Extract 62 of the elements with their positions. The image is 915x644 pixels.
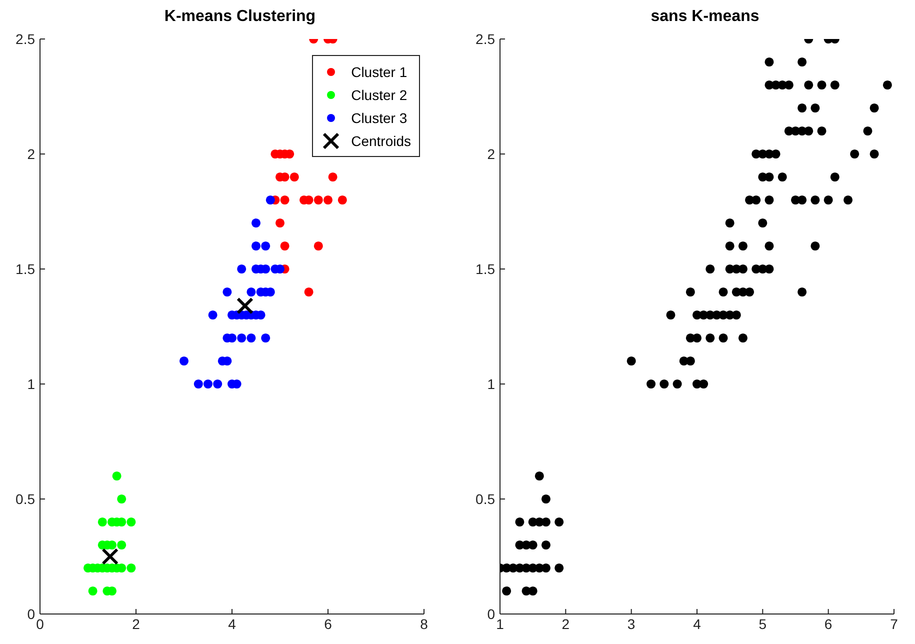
point [126,517,136,527]
point [208,310,218,320]
y-tick-label: 1 [27,376,36,392]
y-tick-label: 1 [487,376,496,392]
chart-title: sans K-means [650,8,760,26]
point [117,540,126,550]
point [251,218,261,228]
point [280,241,290,251]
point [261,333,270,343]
point [304,287,314,297]
point [112,471,122,481]
y-tick-label: 0.5 [476,490,496,507]
point [236,297,254,314]
point [88,586,98,596]
point [203,379,213,389]
point [98,517,107,527]
point [246,333,256,343]
point [179,356,189,366]
point [328,172,338,182]
y-tick-label: 0 [27,606,36,622]
y-tick-label: 0 [487,606,496,622]
point [338,195,347,205]
point [323,195,333,205]
y-tick-label: 2 [487,146,496,162]
point [126,563,136,573]
point [194,379,203,389]
point [213,379,222,389]
y-tick-label: 1.5 [476,260,496,277]
x-tick-label: 7 [890,616,898,632]
point [261,241,270,251]
x-tick-label: 5 [758,616,767,632]
point [290,172,299,182]
x-tick-label: 2 [132,616,140,632]
point [314,241,323,251]
y-tick-label: 2 [27,146,36,162]
point [102,548,119,565]
point [237,264,246,274]
point [237,333,246,343]
legend-label: Cluster 1 [351,64,408,80]
x-tick-label: 6 [824,616,832,632]
x-tick-label: 4 [693,616,702,632]
legend-label: Cluster 2 [351,86,408,102]
x-tick-label: 4 [228,616,236,632]
legend-label: Centroids [351,132,411,148]
y-tick-label: 0.5 [16,490,36,507]
legend-label: Cluster 3 [351,110,408,126]
x-tick-label: 6 [324,616,332,632]
point [275,218,285,228]
point [117,494,126,504]
point [280,195,290,205]
chart-title: K-means Clustering [163,8,317,26]
x-tick-label: 8 [420,616,428,632]
y-tick-label: 1.5 [16,260,36,277]
point [266,195,275,205]
point [251,241,261,251]
x-tick-label: 3 [627,616,636,632]
y-tick-label: 2.5 [16,30,36,47]
point [246,287,256,297]
point [222,287,232,297]
point [314,195,323,205]
x-tick-label: 2 [562,616,570,632]
y-tick-label: 2.5 [476,30,496,47]
